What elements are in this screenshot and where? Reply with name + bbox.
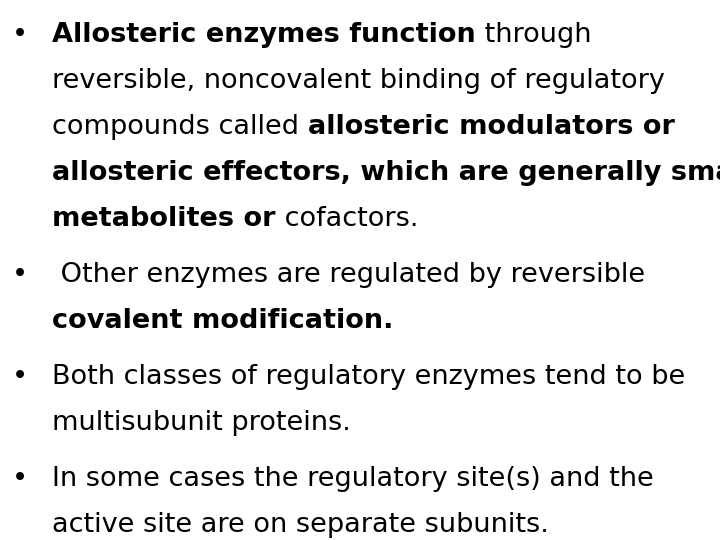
Text: reversible, noncovalent binding of regulatory: reversible, noncovalent binding of regul… — [52, 68, 665, 94]
Text: compounds called: compounds called — [52, 114, 307, 140]
Text: covalent modification.: covalent modification. — [52, 308, 393, 334]
Text: cofactors.: cofactors. — [276, 206, 418, 232]
Text: allosteric effectors, which are generally small: allosteric effectors, which are generall… — [52, 160, 720, 186]
Text: •: • — [12, 364, 28, 390]
Text: Other enzymes are regulated by reversible: Other enzymes are regulated by reversibl… — [52, 262, 645, 288]
Text: active site are on separate subunits.: active site are on separate subunits. — [52, 512, 549, 538]
Text: through: through — [476, 22, 591, 48]
Text: In some cases the regulatory site(s) and the: In some cases the regulatory site(s) and… — [52, 466, 654, 492]
Text: allosteric modulators or: allosteric modulators or — [307, 114, 675, 140]
Text: Both classes of regulatory enzymes tend to be: Both classes of regulatory enzymes tend … — [52, 364, 685, 390]
Text: •: • — [12, 22, 28, 48]
Text: •: • — [12, 262, 28, 288]
Text: •: • — [12, 466, 28, 492]
Text: metabolites or: metabolites or — [52, 206, 276, 232]
Text: multisubunit proteins.: multisubunit proteins. — [52, 410, 351, 436]
Text: Allosteric enzymes function: Allosteric enzymes function — [52, 22, 476, 48]
